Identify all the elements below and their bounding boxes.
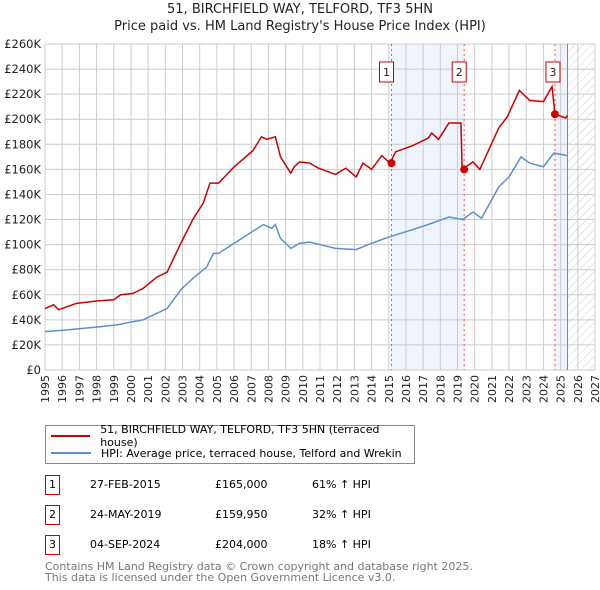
x-tick-label: 2019 bbox=[452, 375, 465, 403]
x-tick-label: 2017 bbox=[417, 375, 430, 403]
x-tick-label: 2027 bbox=[589, 375, 600, 403]
x-tick-label: 2006 bbox=[228, 375, 241, 403]
legend-item-property: 51, BIRCHFIELD WAY, TELFORD, TF3 5HN (te… bbox=[51, 423, 414, 449]
sale-number: 1 bbox=[45, 475, 60, 495]
sale-hpi: 32% ↑ HPI bbox=[312, 508, 371, 521]
legend-swatch bbox=[51, 435, 91, 437]
x-tick-label: 2018 bbox=[434, 375, 447, 403]
x-tick-label: 2025 bbox=[555, 375, 568, 403]
sale-label-box bbox=[451, 61, 467, 83]
y-tick-label: £140K bbox=[4, 187, 41, 201]
sale-label-box bbox=[545, 61, 561, 83]
property-line bbox=[44, 84, 569, 311]
x-tick-label: 1996 bbox=[56, 375, 69, 403]
sale-date: 27-FEB-2015 bbox=[90, 478, 161, 491]
y-tick-label: £40K bbox=[12, 313, 42, 327]
sale-row: 1 27-FEB-2015 £165,000 61% ↑ HPI bbox=[45, 475, 465, 495]
footer: Contains HM Land Registry data © Crown c… bbox=[45, 561, 473, 583]
forecast-hatch bbox=[567, 44, 595, 370]
shaded-range bbox=[391, 44, 465, 370]
y-tick-label: £60K bbox=[12, 288, 42, 302]
x-tick-label: 2020 bbox=[469, 375, 482, 403]
sale-number: 2 bbox=[45, 505, 60, 525]
x-tick-label: 2003 bbox=[177, 375, 190, 403]
legend-item-hpi: HPI: Average price, terraced house, Telf… bbox=[51, 445, 402, 461]
sale-point bbox=[387, 159, 396, 168]
sale-hpi: 61% ↑ HPI bbox=[312, 478, 371, 491]
sale-point bbox=[460, 165, 469, 174]
chart-title: 51, BIRCHFIELD WAY, TELFORD, TF3 5HN bbox=[167, 2, 433, 17]
sale-label: 1 bbox=[383, 66, 390, 79]
x-tick-label: 2009 bbox=[280, 375, 293, 403]
x-tick-label: 2026 bbox=[572, 375, 585, 403]
sale-hpi: 18% ↑ HPI bbox=[312, 538, 371, 551]
y-tick-label: £20K bbox=[12, 338, 42, 352]
x-tick-label: 1999 bbox=[108, 375, 121, 403]
x-tick-label: 2013 bbox=[348, 375, 361, 403]
sale-label: 3 bbox=[549, 66, 556, 79]
sale-label-box bbox=[379, 61, 394, 83]
legend-label: HPI: Average price, terraced house, Telf… bbox=[101, 446, 402, 460]
x-tick-label: 2004 bbox=[194, 375, 207, 403]
shaded-range bbox=[554, 44, 568, 370]
sale-row: 3 04-SEP-2024 £204,000 18% ↑ HPI bbox=[45, 535, 465, 555]
y-tick-label: £200K bbox=[4, 112, 41, 126]
x-tick-label: 1998 bbox=[91, 375, 104, 403]
y-tick-label: £220K bbox=[4, 87, 41, 101]
x-tick-label: 2002 bbox=[159, 375, 172, 403]
sale-price: £204,000 bbox=[215, 538, 268, 551]
y-tick-label: £240K bbox=[4, 62, 41, 76]
legend-swatch bbox=[51, 452, 91, 454]
y-tick-label: £180K bbox=[4, 137, 41, 151]
x-tick-label: 2012 bbox=[331, 375, 344, 403]
legend: 51, BIRCHFIELD WAY, TELFORD, TF3 5HN (te… bbox=[45, 423, 415, 464]
sale-date: 04-SEP-2024 bbox=[90, 538, 161, 551]
x-tick-label: 2023 bbox=[520, 375, 533, 403]
x-tick-label: 2015 bbox=[383, 375, 396, 403]
y-tick-label: £260K bbox=[4, 37, 41, 51]
y-tick-label: £100K bbox=[4, 238, 41, 252]
y-tick-label: £160K bbox=[4, 162, 41, 176]
x-tick-label: 2016 bbox=[400, 375, 413, 403]
sale-price: £165,000 bbox=[215, 478, 268, 491]
sale-number: 3 bbox=[45, 535, 60, 555]
sale-date: 24-MAY-2019 bbox=[90, 508, 162, 521]
x-tick-label: 2008 bbox=[262, 375, 275, 403]
x-tick-label: 2007 bbox=[245, 375, 258, 403]
footer-line: This data is licensed under the Open Gov… bbox=[45, 571, 396, 584]
x-tick-label: 2022 bbox=[503, 375, 516, 403]
x-tick-label: 2001 bbox=[142, 375, 155, 403]
x-tick-label: 2000 bbox=[125, 375, 138, 403]
x-tick-label: 2010 bbox=[297, 375, 310, 403]
footer-line: Contains HM Land Registry data © Crown c… bbox=[45, 560, 473, 573]
x-tick-label: 2014 bbox=[366, 375, 379, 403]
x-tick-label: 2011 bbox=[314, 375, 327, 403]
y-tick-label: £0 bbox=[26, 363, 41, 377]
y-tick-label: £80K bbox=[12, 263, 42, 277]
x-tick-label: 2021 bbox=[486, 375, 499, 403]
chart-subtitle: Price paid vs. HM Land Registry's House … bbox=[114, 19, 486, 34]
x-tick-label: 2024 bbox=[537, 375, 550, 403]
x-tick-label: 1997 bbox=[73, 375, 86, 403]
sale-row: 2 24-MAY-2019 £159,950 32% ↑ HPI bbox=[45, 505, 465, 525]
sale-price: £159,950 bbox=[215, 508, 268, 521]
hpi-line bbox=[44, 152, 568, 333]
legend-label: 51, BIRCHFIELD WAY, TELFORD, TF3 5HN (te… bbox=[100, 423, 380, 449]
sale-label: 2 bbox=[456, 66, 463, 79]
y-tick-label: £120K bbox=[4, 213, 41, 227]
sale-point bbox=[550, 110, 559, 119]
x-tick-label: 1995 bbox=[39, 375, 52, 403]
x-tick-label: 2005 bbox=[211, 375, 224, 403]
price-chart: 1995 1996 1997 1998 1999 2000 2001 2002 2003 2004… bbox=[4, 37, 600, 403]
